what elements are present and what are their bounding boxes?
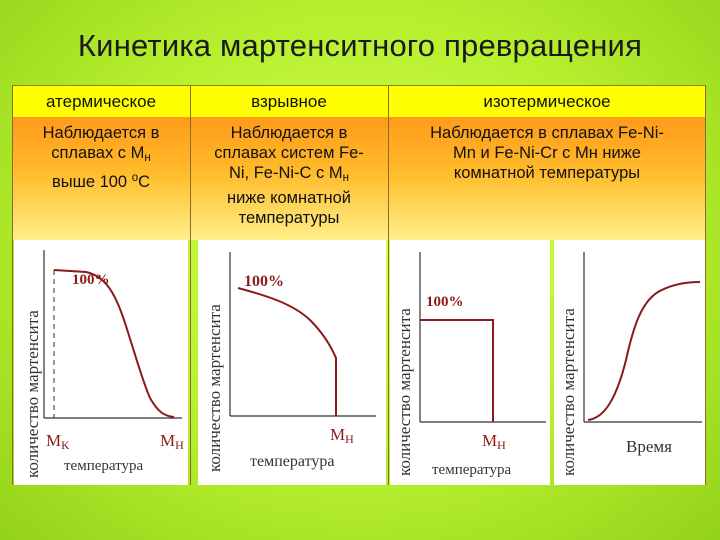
desc-athermal: Наблюдается в сплавах с Мн выше 100 oС bbox=[12, 123, 190, 192]
graph4-s-curve bbox=[587, 281, 701, 421]
graph3-step-line bbox=[420, 319, 494, 422]
graph4-y-label: количество мартенсита bbox=[559, 308, 578, 476]
graph1-full-label: 100% bbox=[72, 272, 110, 288]
desc-isothermal-line1: Наблюдается в сплавах Fe-Ni- bbox=[430, 124, 664, 142]
graph3-mn-label: МН bbox=[482, 431, 506, 452]
graph-explosive: количество мартенсита 100% МН температур… bbox=[198, 240, 386, 485]
graph2-y-label: количество мартенсита bbox=[205, 304, 224, 472]
desc-isothermal-line3: комнатной температуры bbox=[453, 164, 641, 182]
desc-athermal-line1: Наблюдается в bbox=[42, 124, 160, 142]
graph-athermal: количество мартенсита 100% МК МН темпера… bbox=[14, 240, 188, 485]
desc-isothermal-line2: Mn и Fe-Ni-Cr с Мн ниже bbox=[453, 144, 641, 162]
graph2-curve bbox=[237, 287, 337, 416]
desc-explosive-line2: сплавах систем Fe- bbox=[214, 144, 364, 162]
graph1-x-label: температура bbox=[64, 458, 144, 474]
divider-2 bbox=[388, 85, 389, 485]
divider-right bbox=[705, 85, 706, 485]
graph2-x-label: температура bbox=[250, 453, 334, 470]
graph2-full-label: 100% bbox=[244, 273, 284, 290]
desc-isothermal: Наблюдается в сплавах Fe-Ni- Mn и Fe-Ni-… bbox=[388, 123, 706, 183]
header-row: атермическое взрывное изотермическое bbox=[12, 85, 706, 118]
graph3-x-label: температура bbox=[432, 462, 512, 478]
description-row: Наблюдается в сплавах с Мн выше 100 oС Н… bbox=[12, 117, 706, 240]
desc-athermal-line2: сплавах с Мн bbox=[51, 144, 151, 164]
divider-left bbox=[12, 85, 13, 485]
graph2-mn-label: МН bbox=[330, 425, 354, 446]
graph3-full-label: 100% bbox=[426, 294, 464, 310]
header-explosive: взрывное bbox=[251, 92, 327, 111]
divider-1 bbox=[190, 85, 191, 485]
graph1-curve bbox=[53, 269, 175, 418]
desc-explosive-line1: Наблюдается в bbox=[230, 124, 348, 142]
graph-isothermal-temperature: количество мартенсита 100% МН температур… bbox=[390, 240, 550, 485]
desc-explosive-line4: ниже комнатной bbox=[226, 189, 352, 207]
graph1-mn-label: МН bbox=[160, 431, 184, 452]
desc-athermal-line3: выше 100 oС bbox=[51, 172, 151, 191]
desc-explosive-line5: температуры bbox=[238, 209, 340, 227]
desc-explosive: Наблюдается в сплавах систем Fe- Ni, Fe-… bbox=[190, 123, 388, 228]
desc-explosive-line3: Ni, Fe-Ni-C с Мн bbox=[228, 164, 350, 184]
header-isothermal: изотермическое bbox=[483, 92, 611, 111]
graph-isothermal-time: количество мартенсита Время bbox=[554, 240, 706, 485]
kinetics-table: атермическое взрывное изотермическое Наб… bbox=[12, 85, 706, 485]
graph3-y-label: количество мартенсита bbox=[395, 308, 414, 476]
slide-title: Кинетика мартенситного превращения bbox=[77, 28, 643, 63]
graph4-x-label: Время bbox=[626, 437, 672, 456]
header-athermal: атермическое bbox=[45, 92, 157, 111]
graph1-y-label: количество мартенсита bbox=[23, 310, 42, 478]
graph1-mk-label: МК bbox=[46, 431, 70, 452]
